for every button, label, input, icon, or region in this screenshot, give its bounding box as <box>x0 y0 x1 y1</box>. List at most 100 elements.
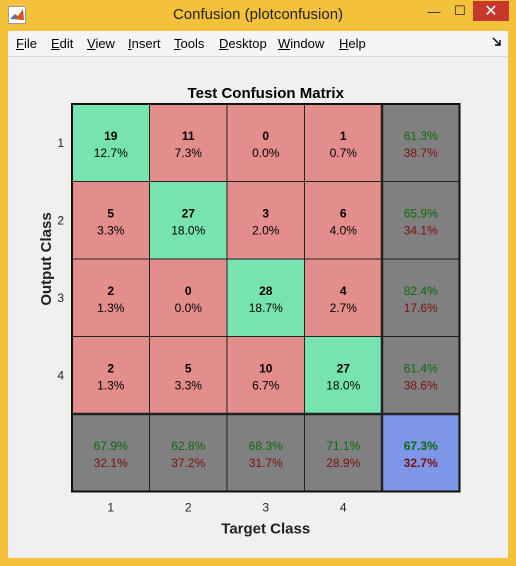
matrix-cell <box>226 258 305 337</box>
y-axis-label: Output Class <box>38 212 55 305</box>
menu-tools-label: ools <box>180 36 205 51</box>
menu-tools[interactable]: Tools <box>174 36 204 51</box>
summary-bad-percent: 32.7% <box>404 456 438 470</box>
y-tick-label: 3 <box>57 291 64 305</box>
cell-percent: 1.3% <box>97 301 125 315</box>
plot-frame <box>71 103 461 493</box>
cell-percent: 1.3% <box>97 379 125 393</box>
y-tick-label: 1 <box>57 136 64 150</box>
summary-bad-percent: 37.2% <box>171 456 205 470</box>
cell-percent: 3.3% <box>97 224 125 238</box>
summary-good-percent: 65.9% <box>404 207 438 221</box>
cell-percent: 12.7% <box>94 146 128 160</box>
cell-count: 0 <box>185 284 192 298</box>
x-axis-label: Target Class <box>221 521 310 538</box>
cell-percent: 0.0% <box>252 146 280 160</box>
menu-help-accel: H <box>339 36 349 51</box>
menu-file-label: ile <box>23 36 37 51</box>
menu-desktop-accel: D <box>219 36 229 51</box>
cell-percent: 18.0% <box>171 224 205 238</box>
cell-percent: 18.7% <box>249 301 283 315</box>
cell-count: 11 <box>182 129 195 143</box>
menu-edit[interactable]: Edit <box>51 36 73 51</box>
cell-percent: 3.3% <box>175 379 203 393</box>
overall-accuracy-cell <box>381 413 460 492</box>
close-button[interactable]: ✕ <box>473 1 509 21</box>
menu-edit-accel: E <box>51 36 60 51</box>
cell-count: 1 <box>340 129 347 143</box>
matrix-cell <box>304 336 383 415</box>
matrix-cell <box>71 258 150 337</box>
title-bar[interactable]: Confusion (plotconfusion) — ☐ ✕ <box>0 0 516 31</box>
cell-count: 3 <box>262 207 269 221</box>
summary-bad-percent: 28.9% <box>326 456 360 470</box>
dock-arrow-icon[interactable] <box>492 37 502 47</box>
maximize-button[interactable]: ☐ <box>454 3 466 18</box>
cell-percent: 2.7% <box>330 301 358 315</box>
x-tick-label: 4 <box>340 501 347 515</box>
cell-percent: 2.0% <box>252 224 280 238</box>
cell-percent: 0.0% <box>175 301 203 315</box>
menu-bar: File Edit View Insert Tools Desktop Wind… <box>8 31 508 57</box>
cell-percent: 18.0% <box>326 379 360 393</box>
cell-count: 5 <box>185 362 192 376</box>
menu-view-label: iew <box>95 36 115 51</box>
summary-bad-percent: 38.7% <box>404 146 438 160</box>
menu-window[interactable]: Window <box>278 36 324 51</box>
cell-percent: 0.7% <box>330 146 358 160</box>
summary-bad-percent: 34.1% <box>404 224 438 238</box>
menu-view[interactable]: View <box>87 36 115 51</box>
cell-count: 27 <box>182 207 196 221</box>
confusion-matrix-plot: Test Confusion Matrix1912.7%117.3%00.0%1… <box>38 85 461 538</box>
matrix-cell <box>149 258 228 337</box>
summary-good-percent: 82.4% <box>404 284 438 298</box>
x-tick-label: 2 <box>185 501 192 515</box>
menu-help[interactable]: Help <box>339 36 366 51</box>
summary-good-percent: 62.8% <box>171 439 205 453</box>
menu-help-label: elp <box>348 36 366 51</box>
cell-count: 10 <box>259 362 273 376</box>
matlab-icon[interactable] <box>8 6 26 24</box>
summary-good-percent: 61.4% <box>404 362 438 376</box>
cell-percent: 6.7% <box>252 379 280 393</box>
cell-count: 6 <box>340 207 347 221</box>
x-tick-label: 1 <box>107 501 114 515</box>
cell-count: 28 <box>259 284 273 298</box>
menu-window-label: indow <box>290 36 325 51</box>
summary-bad-percent: 31.7% <box>249 456 283 470</box>
summary-good-percent: 67.9% <box>94 439 128 453</box>
x-tick-label: 3 <box>262 501 269 515</box>
matrix-cell <box>149 103 228 182</box>
menu-edit-label: dit <box>59 36 74 51</box>
summary-bad-percent: 17.6% <box>404 301 438 315</box>
menu-insert-label: nsert <box>131 36 161 51</box>
cell-percent: 7.3% <box>175 146 203 160</box>
summary-good-percent: 67.3% <box>404 439 438 453</box>
col-summary-cell <box>71 413 150 492</box>
summary-good-percent: 71.1% <box>326 439 360 453</box>
col-summary-cell <box>226 413 305 492</box>
chart-title: Test Confusion Matrix <box>188 85 345 102</box>
y-tick-label: 4 <box>57 368 64 382</box>
figure-canvas: Test Confusion Matrix 19 12.7% 11 7.3% 0 0.0% 1… <box>8 57 508 558</box>
cell-percent: 4.0% <box>330 224 358 238</box>
summary-bad-percent: 38.6% <box>404 379 438 393</box>
menu-file-accel: F <box>16 36 24 51</box>
summary-bad-percent: 32.1% <box>94 456 128 470</box>
summary-good-percent: 68.3% <box>249 439 283 453</box>
row-summary-cell <box>381 181 460 260</box>
menu-view-accel: V <box>87 36 96 51</box>
cell-count: 4 <box>340 284 347 298</box>
matrix-cell <box>149 336 228 415</box>
menu-window-accel: W <box>278 36 291 51</box>
cell-count: 2 <box>107 362 114 376</box>
menu-tools-accel: T <box>174 36 181 51</box>
menu-insert[interactable]: Insert <box>128 36 161 51</box>
menu-desktop-label: esktop <box>228 36 267 51</box>
menu-desktop[interactable]: Desktop <box>219 36 267 51</box>
summary-good-percent: 61.3% <box>404 129 438 143</box>
cell-count: 5 <box>107 207 114 221</box>
minimize-button[interactable]: — <box>427 3 441 19</box>
menu-file[interactable]: File <box>16 36 37 51</box>
